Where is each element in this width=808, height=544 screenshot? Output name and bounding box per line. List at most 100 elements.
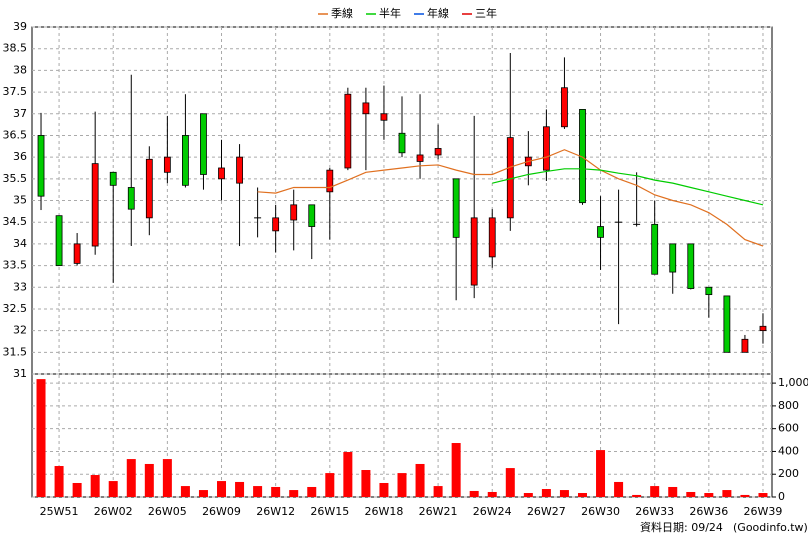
volume-bar	[577, 493, 587, 497]
x-tick-label: 26W18	[365, 505, 404, 518]
candle-body	[182, 135, 189, 186]
volume-bar	[180, 486, 190, 497]
volume-bar	[523, 493, 533, 497]
volume-bar	[632, 494, 642, 497]
y-tick-label: 37.5	[3, 85, 28, 98]
x-tick-label: 26W36	[689, 505, 728, 518]
y2-tick-label: 200	[778, 467, 799, 480]
volume-bar	[108, 481, 118, 497]
candle-body	[434, 148, 442, 156]
x-tick-label: 26W39	[744, 505, 783, 518]
y-tick-label: 35.5	[3, 172, 28, 185]
volume-bar	[307, 486, 317, 497]
y-tick-label: 31	[13, 367, 27, 380]
candle-body	[145, 158, 153, 219]
ma-line	[492, 168, 764, 206]
volume-bar	[379, 482, 389, 497]
x-tick-label: 26W12	[256, 505, 295, 518]
volume-bar	[289, 490, 299, 497]
volume-bar	[235, 481, 245, 497]
x-tick-label: 26W30	[581, 505, 620, 518]
x-tick-label: 26W21	[419, 505, 458, 518]
candle-body	[326, 169, 334, 193]
x-tick-label: 26W09	[202, 505, 241, 518]
candle-body	[380, 113, 388, 121]
candle-body	[272, 217, 280, 232]
candle-body	[705, 286, 713, 296]
candle-body	[723, 295, 731, 353]
volume-bar	[325, 473, 335, 497]
x-tick-label: 26W33	[635, 505, 674, 518]
volume-bar	[144, 463, 154, 497]
x-tick-label: 26W24	[473, 505, 512, 518]
volume-bar	[722, 490, 732, 497]
volume-bar	[217, 481, 227, 497]
y2-tick-label: 600	[778, 422, 799, 435]
volume-bar	[487, 491, 497, 497]
volume-bar	[758, 493, 768, 497]
y2-tick-label: 0	[778, 490, 785, 503]
candle-body	[561, 87, 568, 128]
y-tick-label: 32	[13, 324, 27, 337]
candle-body	[488, 217, 496, 258]
volume-bar	[415, 463, 425, 497]
volume-bar	[668, 486, 678, 497]
candle-body	[236, 156, 243, 184]
y2-tick-label: 1,000	[778, 376, 808, 389]
volume-bar	[614, 481, 624, 497]
volume-bar	[704, 493, 714, 497]
volume-bar	[559, 490, 569, 497]
candle-body	[398, 132, 406, 154]
candle-body	[669, 243, 677, 273]
legend-label: 年線	[427, 6, 449, 20]
volume-bar	[451, 443, 461, 497]
candle-body	[218, 167, 225, 180]
x-tick-label: 26W05	[148, 505, 187, 518]
candle-body	[37, 135, 45, 197]
legend-label: 季線	[331, 6, 353, 20]
y-tick-label: 37	[13, 107, 27, 120]
y-tick-label: 34	[13, 237, 27, 250]
y2-tick-label: 800	[778, 399, 799, 412]
candle-body	[651, 223, 659, 275]
y-tick-label: 34.5	[3, 215, 28, 228]
candle-body	[597, 226, 604, 238]
volume-bar	[126, 459, 136, 497]
footer-source: (Goodinfo.tw)	[733, 521, 808, 534]
y-tick-label: 35	[13, 194, 27, 207]
volume-bar	[505, 468, 515, 497]
candle-body	[290, 204, 298, 221]
candle-body	[344, 93, 352, 169]
y-tick-label: 33	[13, 280, 27, 293]
candle-body	[452, 178, 460, 238]
volume-bar	[686, 491, 696, 497]
footer-date: 資料日期: 09/24	[640, 520, 723, 534]
volume-bar	[397, 473, 407, 497]
volume-bar	[271, 486, 281, 497]
candle-body	[416, 154, 424, 162]
volume-bar	[54, 466, 64, 497]
y-tick-label: 38.5	[3, 42, 28, 55]
y-tick-label: 36.5	[3, 128, 28, 141]
candle-body	[542, 126, 550, 171]
candle-body	[687, 243, 695, 289]
volume-bar	[343, 452, 353, 497]
candle-body	[741, 338, 749, 353]
candle-body	[127, 187, 135, 210]
volume-bar	[361, 470, 371, 497]
legend-label: 半年	[379, 6, 401, 20]
y-tick-label: 39	[13, 20, 27, 33]
volume-bar	[72, 482, 82, 497]
legend-label: 三年	[475, 6, 497, 20]
volume-bar	[36, 379, 46, 497]
candle-body	[759, 325, 767, 332]
ma-line	[257, 149, 764, 247]
candle-body	[200, 113, 207, 175]
x-tick-label: 25W51	[40, 505, 79, 518]
volume-bar	[469, 490, 479, 497]
volume-bar	[253, 486, 263, 497]
candle-body	[362, 102, 370, 115]
candle-body	[109, 171, 117, 186]
volume-bar	[740, 494, 750, 497]
